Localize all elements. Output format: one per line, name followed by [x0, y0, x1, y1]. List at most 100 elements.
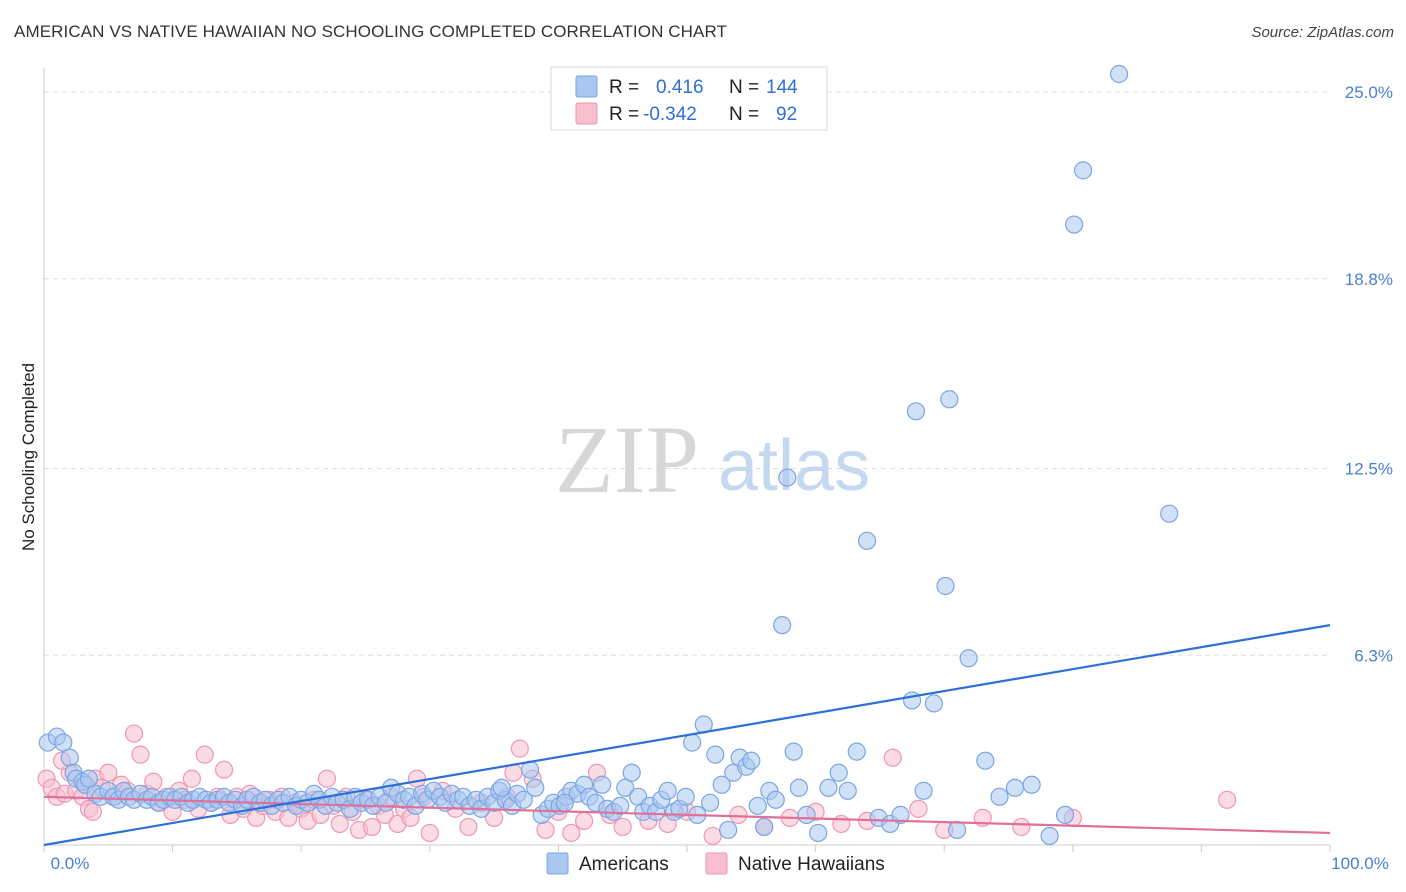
american-point-98 [616, 778, 635, 797]
bottom-legend-hawaiians-label: Native Hawaiians [738, 854, 885, 875]
y-tick-label-3: 25.0% [1345, 83, 1393, 102]
watermark-atlas: atlas [718, 426, 870, 506]
american-point-2 [54, 733, 73, 752]
american-point-146 [1005, 778, 1025, 797]
hawaiian-point-44 [317, 769, 337, 788]
hawaiian-point-25 [195, 745, 214, 764]
hawaiian-point-14 [124, 724, 144, 743]
american-point-142 [947, 820, 967, 840]
x-tick-label-min: 0.0% [51, 854, 90, 873]
chart-title: AMERICAN VS NATIVE HAWAIIAN NO SCHOOLING… [14, 22, 728, 41]
hawaiian-point-51 [362, 817, 382, 837]
american-point-141 [936, 576, 955, 596]
american-point-119 [742, 751, 761, 770]
american-point-120 [748, 796, 767, 815]
y-tick-label-1: 12.5% [1345, 460, 1393, 479]
hawaiian-point-23 [182, 769, 201, 788]
american-point-109 [683, 733, 702, 752]
american-point-121 [755, 817, 774, 837]
bottom-legend-americans-swatch [546, 852, 569, 875]
american-point-143 [959, 649, 978, 668]
hawaiian-point-95 [83, 802, 102, 821]
american-point-157 [555, 793, 574, 812]
legend-hawaiians-swatch [575, 102, 598, 125]
american-point-124 [773, 616, 792, 635]
legend-americans-r-value: 0.416 [656, 77, 704, 98]
american-point-99 [622, 763, 641, 782]
y-tick-labels: 6.3% 12.5% 18.8% 25.0% [1345, 83, 1393, 665]
bottom-legend-hawaiians-swatch [705, 852, 728, 875]
american-point-130 [819, 778, 838, 797]
american-point-129 [809, 823, 828, 843]
american-point-8 [79, 769, 99, 788]
hawaiian-point-73 [575, 811, 594, 831]
legend-americans-r-label: R = [609, 77, 639, 98]
american-point-94 [593, 775, 612, 794]
american-point-150 [906, 402, 926, 421]
legend-americans-n-value: 144 [766, 77, 798, 98]
american-point-108 [676, 787, 695, 806]
american-point-149 [1055, 805, 1075, 824]
american-point-137 [891, 805, 910, 824]
american-point-134 [857, 531, 877, 550]
american-point-105 [658, 781, 677, 800]
american-point-145 [990, 787, 1009, 806]
source-label: Source: ZipAtlas.com [1251, 24, 1394, 41]
american-point-125 [778, 468, 797, 487]
hawaiian-point-80 [703, 826, 722, 846]
american-point-133 [847, 742, 866, 761]
hawaiian-point-28 [214, 760, 234, 779]
y-tick-label-0: 6.3% [1354, 646, 1393, 665]
hawaiian-point-88 [909, 799, 928, 818]
grid-lines [44, 91, 1330, 656]
american-point-154 [1109, 64, 1129, 84]
american-point-113 [706, 745, 725, 764]
american-point-131 [829, 763, 848, 782]
american-point-81 [514, 790, 533, 809]
american-point-153 [1073, 161, 1093, 180]
american-point-132 [838, 781, 857, 800]
legend-hawaiians-n-label: N = [729, 104, 759, 125]
american-point-3 [60, 748, 79, 767]
hawaiian-point-72 [562, 823, 581, 843]
american-point-112 [701, 793, 720, 812]
legend-americans-n-label: N = [729, 77, 759, 98]
correlation-legend: R = 0.416 N = 144 R = -0.342 N = 92 [550, 66, 828, 131]
hawaiian-point-58 [407, 769, 427, 788]
american-point-115 [719, 820, 738, 840]
american-point-126 [784, 742, 803, 761]
watermark-zip: ZIP [555, 406, 699, 513]
american-point-123 [766, 790, 785, 809]
hawaiian-point-93 [1218, 790, 1237, 809]
hawaiian-point-81 [729, 805, 748, 824]
series-legend: Americans Native Hawaiians [546, 852, 885, 875]
hawaiian-point-76 [613, 817, 632, 837]
y-tick-label-2: 18.8% [1345, 270, 1393, 289]
hawaiian-point-46 [330, 814, 349, 834]
hawaiian-point-70 [536, 820, 555, 840]
american-point-151 [940, 390, 959, 409]
hawaiians-regression-line [43, 795, 1331, 835]
hawaiian-point-68 [510, 739, 529, 758]
hawaiian-point-63 [459, 817, 478, 837]
american-point-127 [789, 778, 808, 797]
american-point-152 [1064, 215, 1084, 234]
american-point-140 [924, 694, 944, 713]
hawaiian-point-91 [1012, 817, 1031, 837]
x-tick-marks [43, 845, 1331, 852]
hawaiian-point-87 [883, 748, 902, 767]
bottom-legend-americans-label: Americans [579, 854, 669, 875]
american-point-83 [526, 778, 545, 797]
hawaiian-point-60 [420, 823, 439, 843]
y-axis-title: No Schooling Completed [19, 363, 38, 551]
american-point-147 [1022, 775, 1041, 794]
american-point-144 [976, 751, 995, 770]
legend-hawaiians-n-value: 92 [776, 104, 797, 125]
legend-hawaiians-r-label: R = [609, 104, 639, 125]
hawaiian-point-10 [99, 763, 118, 782]
x-tick-label-max: 100.0% [1331, 854, 1389, 873]
legend-americans-swatch [575, 75, 598, 98]
american-point-148 [1040, 826, 1059, 846]
american-point-156 [492, 778, 511, 797]
